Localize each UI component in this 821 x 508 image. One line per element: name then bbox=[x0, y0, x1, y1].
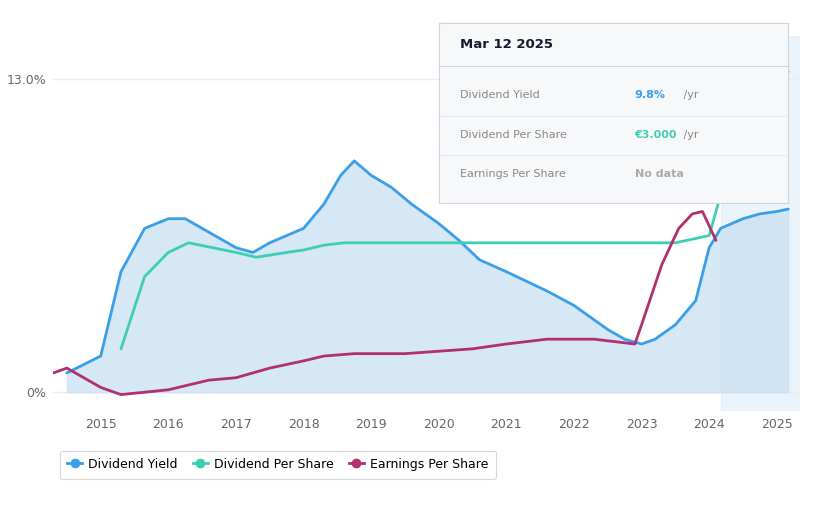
Text: Past: Past bbox=[726, 72, 750, 85]
Text: Dividend Yield: Dividend Yield bbox=[460, 90, 540, 100]
Text: No data: No data bbox=[635, 169, 684, 179]
Text: Dividend Per Share: Dividend Per Share bbox=[460, 130, 567, 140]
Text: 9.8%: 9.8% bbox=[635, 90, 666, 100]
Text: /yr: /yr bbox=[680, 90, 699, 100]
Text: €3.000: €3.000 bbox=[635, 130, 677, 140]
Text: Mar 12 2025: Mar 12 2025 bbox=[460, 38, 553, 51]
Legend: Dividend Yield, Dividend Per Share, Earnings Per Share: Dividend Yield, Dividend Per Share, Earn… bbox=[60, 451, 496, 479]
Text: /yr: /yr bbox=[680, 130, 699, 140]
Bar bbox=[721, 36, 800, 411]
Text: Earnings Per Share: Earnings Per Share bbox=[460, 169, 566, 179]
